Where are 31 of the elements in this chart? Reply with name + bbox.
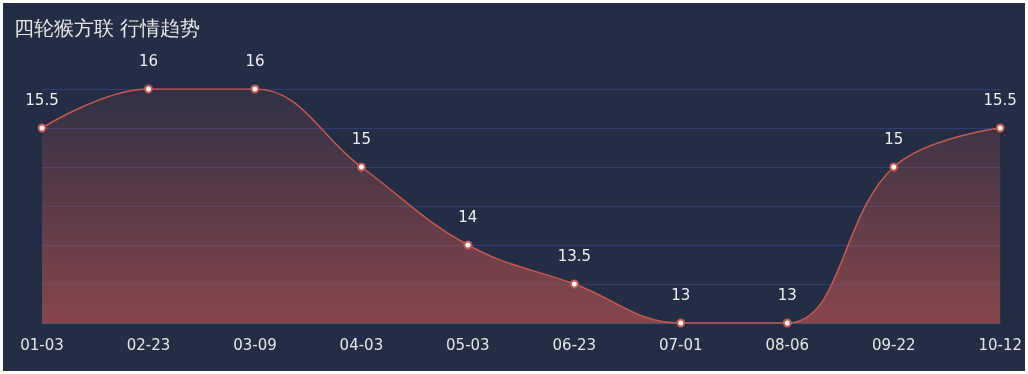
point	[356, 162, 366, 172]
data-label: 16	[138, 52, 159, 70]
chart-title: 四轮猴方联 行情趋势	[14, 16, 201, 40]
x-tick-label: 06-23	[552, 335, 597, 354]
point	[143, 84, 153, 94]
x-tick-label: 09-22	[871, 335, 916, 354]
x-tick-label: 01-03	[20, 335, 64, 354]
data-label: 13	[671, 286, 691, 304]
x-tick-label: 10-12	[978, 335, 1022, 354]
point	[569, 279, 579, 289]
point	[676, 318, 686, 328]
x-tick-label: 08-06	[765, 335, 810, 354]
data-label: 15.5	[25, 91, 59, 109]
data-label: 15.5	[983, 91, 1017, 109]
x-tick-label: 03-09	[233, 335, 277, 354]
point	[995, 123, 1005, 133]
data-label: 14	[458, 208, 478, 226]
x-tick-label: 04-03	[339, 335, 384, 354]
point	[889, 162, 899, 172]
x-tick-label: 07-01	[659, 335, 703, 354]
point	[782, 318, 792, 328]
point	[463, 240, 473, 250]
data-label: 13	[777, 286, 797, 304]
data-label: 15	[351, 130, 371, 148]
data-label: 13.5	[557, 247, 592, 265]
x-tick-label: 02-23	[126, 335, 171, 354]
x-tick-label: 05-03	[446, 335, 490, 354]
data-label: 15	[884, 130, 904, 148]
point	[37, 123, 47, 133]
point	[250, 84, 260, 94]
data-label: 16	[245, 52, 265, 70]
